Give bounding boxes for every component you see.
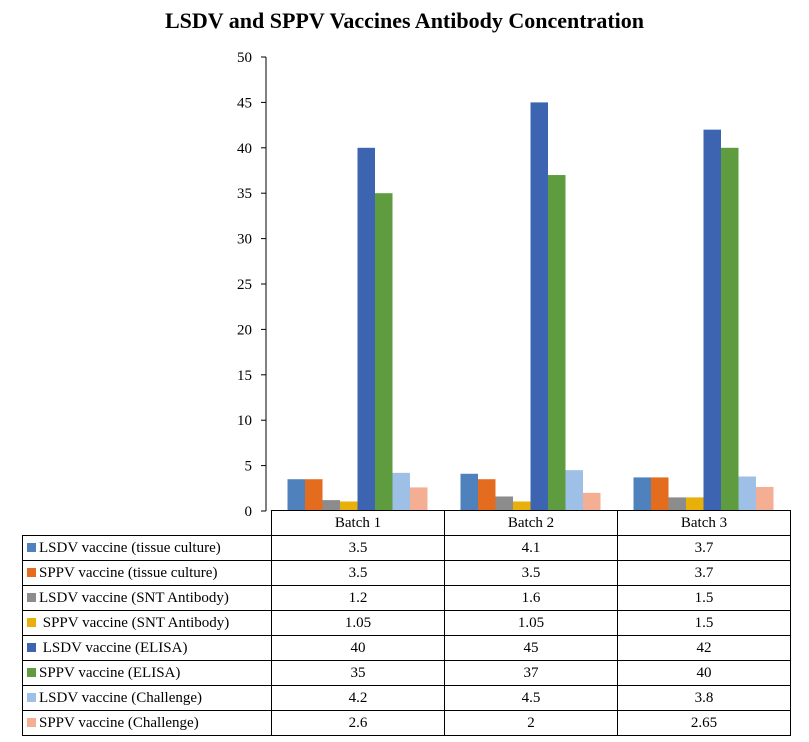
bar — [668, 497, 686, 511]
y-tick-label: 5 — [245, 459, 253, 475]
series-name: LSDV vaccine (Challenge) — [39, 689, 203, 706]
y-tick-label: 50 — [237, 50, 252, 66]
data-value-cell: 3.5 — [271, 535, 445, 561]
table-corner — [22, 510, 272, 536]
legend-swatch — [27, 642, 36, 652]
table-row: LSDV vaccine (SNT Antibody) 1.2 1.6 1.5 — [22, 585, 791, 611]
category-label: Batch 2 — [444, 510, 618, 536]
legend-swatch — [27, 692, 36, 702]
data-value-cell: 2.65 — [617, 710, 791, 736]
data-value-cell: 3.7 — [617, 560, 791, 586]
bar — [340, 501, 358, 511]
data-value-cell: 1.05 — [444, 610, 618, 636]
data-value-cell: 1.05 — [271, 610, 445, 636]
data-value-cell: 4.5 — [444, 685, 618, 711]
data-value-cell: 37 — [444, 660, 618, 686]
data-value-cell: 40 — [271, 635, 445, 661]
bar — [375, 193, 393, 511]
bar — [495, 496, 513, 511]
legend-swatch — [27, 667, 36, 677]
bar — [633, 477, 651, 511]
data-value-cell: 45 — [444, 635, 618, 661]
series-legend-cell: LSDV vaccine (SNT Antibody) — [22, 585, 272, 611]
series-legend-cell: LSDV vaccine (ELISA) — [22, 635, 272, 661]
data-value-cell: 4.1 — [444, 535, 618, 561]
bar — [738, 476, 756, 511]
bar — [756, 486, 774, 511]
series-legend-cell: SPPV vaccine (ELISA) — [22, 660, 272, 686]
bar — [686, 497, 704, 511]
bar — [565, 470, 583, 511]
bar — [583, 492, 601, 511]
bar — [548, 175, 566, 512]
legend-swatch — [27, 542, 36, 552]
series-legend-cell: SPPV vaccine (SNT Antibody) — [22, 610, 272, 636]
bar — [513, 501, 531, 511]
table-row: SPPV vaccine (ELISA) 35 37 40 — [22, 660, 791, 686]
series-name: SPPV vaccine (Challenge) — [39, 714, 199, 731]
bar — [721, 147, 739, 512]
bar — [460, 473, 478, 511]
data-value-cell: 1.2 — [271, 585, 445, 611]
data-value-cell: 1.6 — [444, 585, 618, 611]
series-name: SPPV vaccine (tissue culture) — [39, 564, 218, 581]
y-tick-label: 45 — [237, 95, 252, 111]
series-name: SPPV vaccine (ELISA) — [39, 664, 181, 681]
series-legend-cell: SPPV vaccine (tissue culture) — [22, 560, 272, 586]
legend-swatch — [27, 567, 36, 577]
y-tick-label: 40 — [237, 141, 252, 157]
bar — [392, 472, 410, 511]
data-value-cell: 1.5 — [617, 610, 791, 636]
bar — [357, 147, 375, 512]
bar — [287, 479, 305, 511]
series-name: SPPV vaccine (SNT Antibody) — [39, 614, 230, 631]
data-value-cell: 3.7 — [617, 535, 791, 561]
bar — [410, 487, 428, 511]
y-tick-label: 20 — [237, 322, 252, 338]
series-name: LSDV vaccine (ELISA) — [39, 639, 188, 656]
data-value-cell: 1.5 — [617, 585, 791, 611]
legend-swatch — [27, 592, 36, 602]
bar — [322, 500, 340, 511]
series-legend-cell: SPPV vaccine (Challenge) — [22, 710, 272, 736]
data-value-cell: 4.2 — [271, 685, 445, 711]
legend-swatch — [27, 617, 36, 627]
table-row: LSDV vaccine (tissue culture) 3.5 4.1 3.7 — [22, 535, 791, 561]
y-tick-label: 25 — [237, 277, 252, 293]
table-row: LSDV vaccine (Challenge) 4.2 4.5 3.8 — [22, 685, 791, 711]
table-row: LSDV vaccine (ELISA) 40 45 42 — [22, 635, 791, 661]
legend-swatch — [27, 717, 36, 727]
table-row: SPPV vaccine (tissue culture) 3.5 3.5 3.7 — [22, 560, 791, 586]
series-name: LSDV vaccine (tissue culture) — [39, 539, 221, 556]
table-header-row: Batch 1 Batch 2 Batch 3 — [22, 510, 791, 536]
table-row: SPPV vaccine (SNT Antibody) 1.05 1.05 1.5 — [22, 610, 791, 636]
data-value-cell: 40 — [617, 660, 791, 686]
bar — [651, 477, 669, 511]
bar — [530, 102, 548, 512]
y-tick-label: 30 — [237, 232, 252, 248]
bar — [305, 479, 323, 511]
series-legend-cell: LSDV vaccine (tissue culture) — [22, 535, 272, 561]
data-value-cell: 42 — [617, 635, 791, 661]
y-tick-label: 15 — [237, 368, 252, 384]
chart-title: LSDV and SPPV Vaccines Antibody Concentr… — [164, 8, 644, 33]
data-value-cell: 3.5 — [271, 560, 445, 586]
data-table: Batch 1 Batch 2 Batch 3 LSDV vaccine (tissu… — [22, 510, 791, 736]
bars — [287, 102, 774, 512]
data-value-cell: 2 — [444, 710, 618, 736]
table-row: SPPV vaccine (Challenge) 2.6 2 2.65 — [22, 710, 791, 736]
data-value-cell: 2.6 — [271, 710, 445, 736]
category-label: Batch 1 — [271, 510, 445, 536]
series-legend-cell: LSDV vaccine (Challenge) — [22, 685, 272, 711]
data-value-cell: 3.5 — [444, 560, 618, 586]
bar — [703, 129, 721, 511]
y-tick-label: 35 — [237, 186, 252, 202]
data-value-cell: 35 — [271, 660, 445, 686]
series-name: LSDV vaccine (SNT Antibody) — [39, 589, 229, 606]
bar — [478, 479, 496, 511]
y-tick-label: 10 — [237, 413, 252, 429]
category-label: Batch 3 — [617, 510, 791, 536]
data-value-cell: 3.8 — [617, 685, 791, 711]
